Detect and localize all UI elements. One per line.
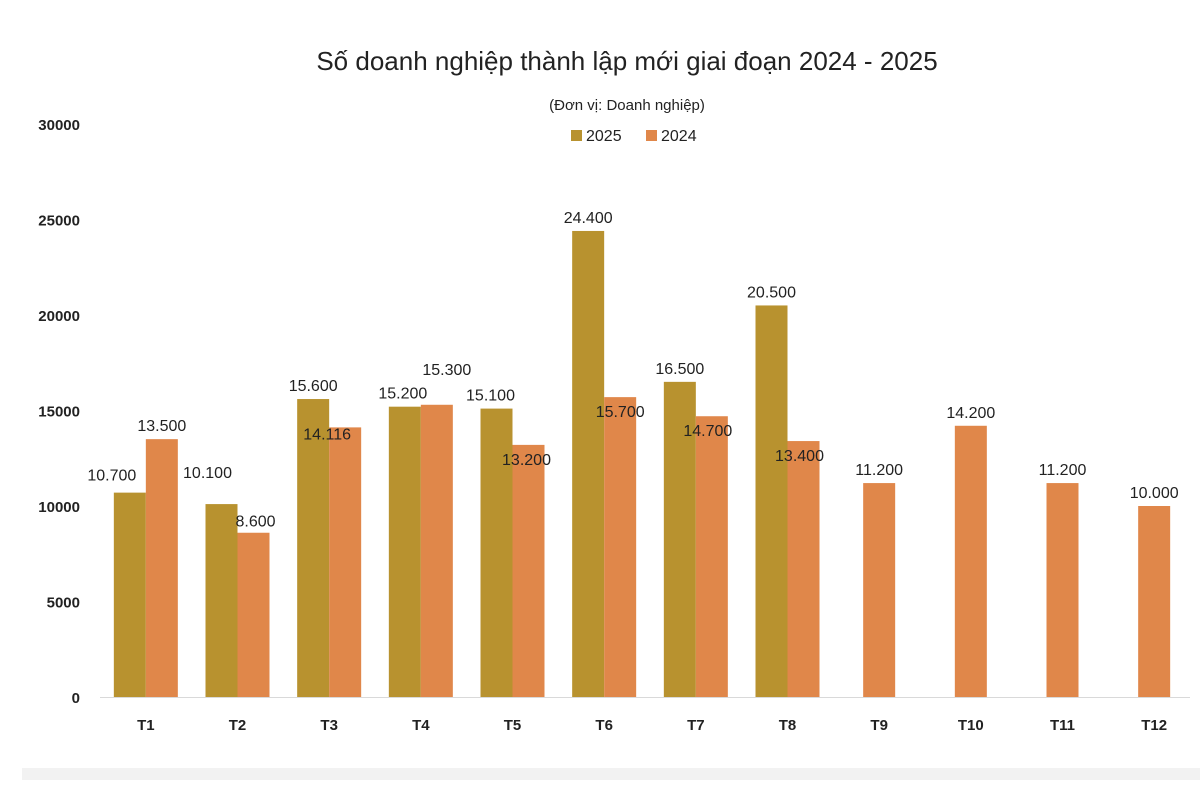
bar-2025-T8 [755, 305, 788, 697]
x-tick-label: T12 [1141, 717, 1167, 734]
bar-2025-T4 [388, 406, 421, 697]
legend-swatch [571, 130, 582, 141]
bar-2024-T10 [954, 425, 987, 697]
bar-2024-T9 [863, 483, 896, 697]
y-tick-label: 10000 [38, 499, 80, 516]
data-label: 11.200 [855, 462, 903, 479]
data-label: 14.700 [683, 423, 732, 440]
bar-2025-T6 [572, 230, 605, 697]
x-axis: T1 T2 T3 T4 T5 T6 T7 T8 T9 T10 T11 T12 [100, 697, 1190, 734]
data-label: 15.300 [422, 362, 471, 379]
data-label: 14.200 [946, 405, 995, 422]
data-label: 15.200 [378, 386, 427, 403]
bar-2024-T6 [604, 397, 637, 697]
bars-group [113, 230, 1171, 697]
data-label: 10.100 [183, 465, 232, 482]
data-label: 15.700 [596, 404, 645, 421]
x-tick-label: T8 [779, 717, 797, 734]
data-label: 11.200 [1039, 462, 1087, 479]
x-tick-label: T6 [595, 717, 613, 734]
data-label: 13.400 [775, 448, 824, 465]
bar-2024-T5 [512, 444, 545, 697]
x-tick-label: T3 [320, 717, 338, 734]
data-label: 14.116 [303, 426, 351, 443]
bar-2024-T3 [329, 427, 362, 697]
x-tick-label: T4 [412, 717, 430, 734]
legend-swatch [646, 130, 657, 141]
bottom-strip [22, 768, 1200, 780]
bar-2025-T2 [205, 504, 238, 697]
legend-label: 2024 [661, 128, 697, 145]
bar-2024-T11 [1046, 483, 1079, 697]
x-tick-label: T10 [958, 717, 984, 734]
chart-title: Số doanh nghiệp thành lập mới giai đoạn … [316, 46, 937, 76]
x-tick-label: T1 [137, 717, 155, 734]
data-label: 15.100 [466, 388, 515, 405]
bar-2024-T12 [1138, 506, 1171, 697]
data-label: 15.600 [289, 378, 338, 395]
bar-2025-T7 [663, 381, 696, 697]
x-tick-label: T7 [687, 717, 705, 734]
data-label: 10.000 [1130, 485, 1179, 502]
y-tick-label: 5000 [47, 595, 80, 612]
bar-2025-T5 [480, 408, 513, 697]
bar-2024-T1 [145, 439, 178, 697]
bar-2025-T1 [113, 492, 146, 697]
bar-2024-T8 [787, 441, 820, 697]
y-tick-label: 15000 [38, 404, 80, 421]
y-axis: 0 5000 10000 15000 20000 25000 30000 [38, 117, 80, 707]
bar-2024-T7 [695, 416, 728, 697]
data-label: 8.600 [235, 514, 275, 531]
data-label: 20.500 [747, 284, 796, 301]
data-label: 13.200 [502, 452, 551, 469]
data-label: 16.500 [655, 361, 704, 378]
legend-label: 2025 [586, 128, 622, 145]
data-labels-group: 10.700 13.500 10.100 8.600 15.600 14.116 15.20… [87, 210, 1178, 531]
x-tick-label: T5 [504, 717, 522, 734]
bar-2024-T2 [237, 532, 270, 697]
x-tick-label: T9 [870, 717, 888, 734]
data-label: 10.700 [87, 468, 136, 485]
data-label: 13.500 [137, 418, 186, 435]
chart-subtitle: (Đơn vị: Doanh nghiệp) [549, 97, 705, 114]
x-tick-label: T2 [229, 717, 247, 734]
bar-2024-T4 [420, 404, 453, 697]
x-tick-label: T11 [1050, 717, 1075, 734]
bar-2025-T3 [297, 399, 330, 697]
y-tick-label: 0 [72, 690, 80, 707]
y-tick-label: 25000 [38, 213, 80, 230]
y-tick-label: 30000 [38, 117, 80, 134]
data-label: 24.400 [564, 210, 613, 227]
y-tick-label: 20000 [38, 308, 80, 325]
chart-legend: 2025 2024 [571, 128, 697, 145]
